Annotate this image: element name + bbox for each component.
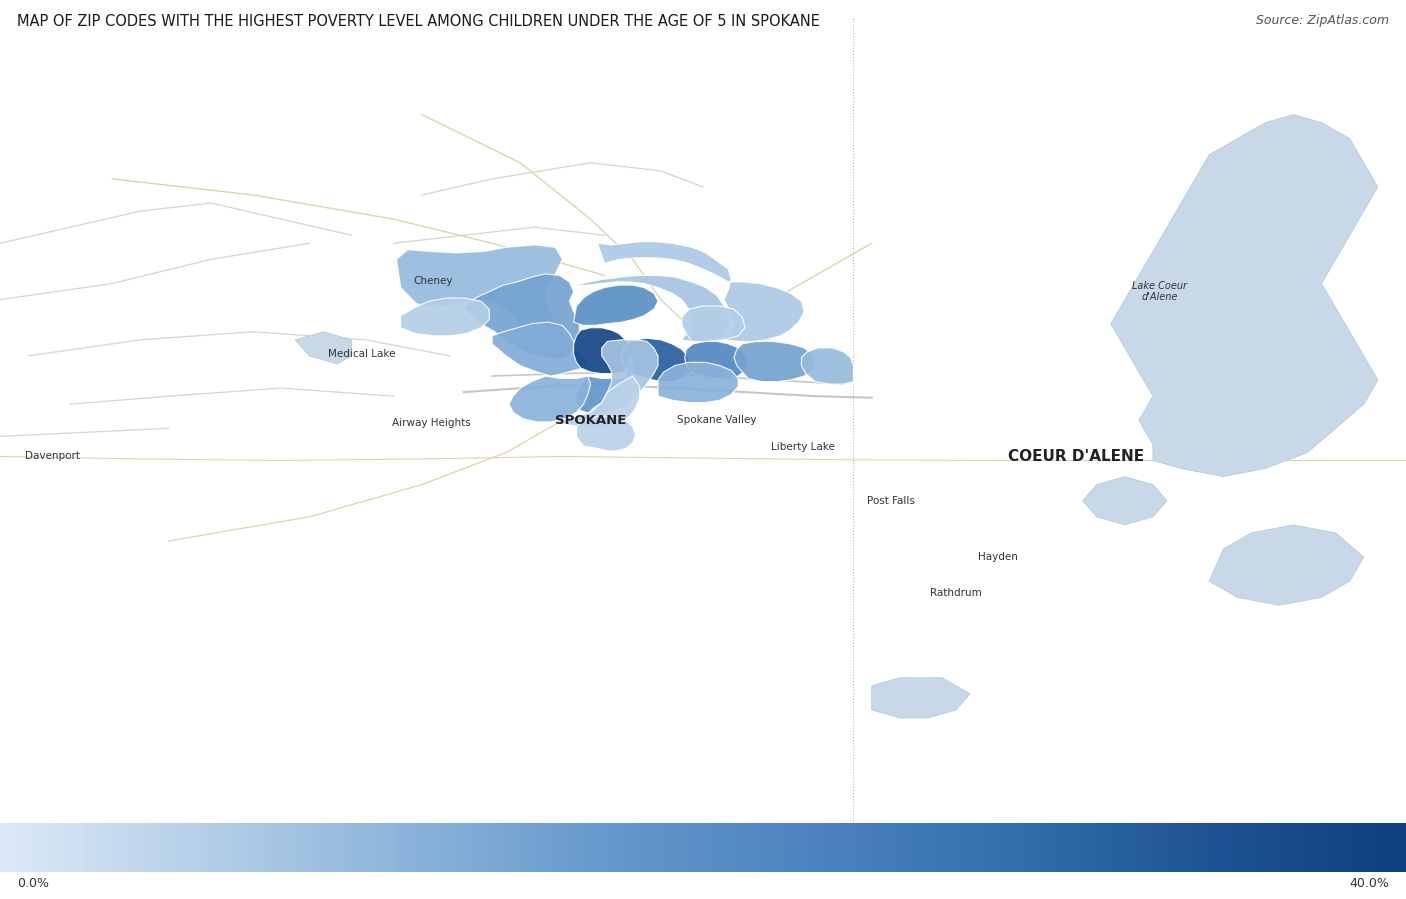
Polygon shape: [588, 340, 658, 414]
Text: Airway Heights: Airway Heights: [392, 418, 471, 428]
Polygon shape: [621, 338, 692, 382]
Polygon shape: [576, 416, 636, 451]
Polygon shape: [574, 328, 633, 374]
Text: Rathdrum: Rathdrum: [931, 588, 981, 598]
Text: Liberty Lake: Liberty Lake: [770, 441, 835, 452]
Polygon shape: [685, 342, 748, 378]
Text: Medical Lake: Medical Lake: [328, 350, 395, 360]
Text: Hayden: Hayden: [979, 552, 1018, 562]
Text: 40.0%: 40.0%: [1350, 877, 1389, 889]
Text: Source: ZipAtlas.com: Source: ZipAtlas.com: [1256, 14, 1389, 27]
Polygon shape: [658, 362, 738, 403]
Polygon shape: [551, 376, 640, 428]
Polygon shape: [576, 358, 633, 414]
Text: 0.0%: 0.0%: [17, 877, 49, 889]
Text: Davenport: Davenport: [24, 451, 80, 461]
Polygon shape: [598, 242, 804, 342]
Polygon shape: [872, 678, 970, 718]
Polygon shape: [574, 275, 728, 342]
Text: Post Falls: Post Falls: [868, 495, 915, 506]
Polygon shape: [396, 245, 569, 360]
Polygon shape: [682, 306, 745, 342]
Text: COEUR D'ALENE: COEUR D'ALENE: [1008, 449, 1143, 464]
Text: Spokane Valley: Spokane Valley: [678, 415, 756, 425]
Text: MAP OF ZIP CODES WITH THE HIGHEST POVERTY LEVEL AMONG CHILDREN UNDER THE AGE OF : MAP OF ZIP CODES WITH THE HIGHEST POVERT…: [17, 14, 820, 30]
Polygon shape: [464, 274, 579, 360]
Polygon shape: [1209, 525, 1364, 605]
Text: Lake Coeur
d'Alene: Lake Coeur d'Alene: [1132, 280, 1188, 302]
Polygon shape: [801, 348, 853, 384]
Polygon shape: [574, 285, 658, 325]
Polygon shape: [509, 376, 591, 422]
Polygon shape: [401, 298, 489, 336]
Polygon shape: [295, 332, 352, 364]
Polygon shape: [734, 342, 815, 382]
Polygon shape: [492, 322, 588, 376]
Polygon shape: [1111, 114, 1378, 476]
Polygon shape: [1083, 476, 1167, 525]
Text: Cheney: Cheney: [413, 276, 453, 286]
Text: SPOKANE: SPOKANE: [555, 414, 626, 427]
